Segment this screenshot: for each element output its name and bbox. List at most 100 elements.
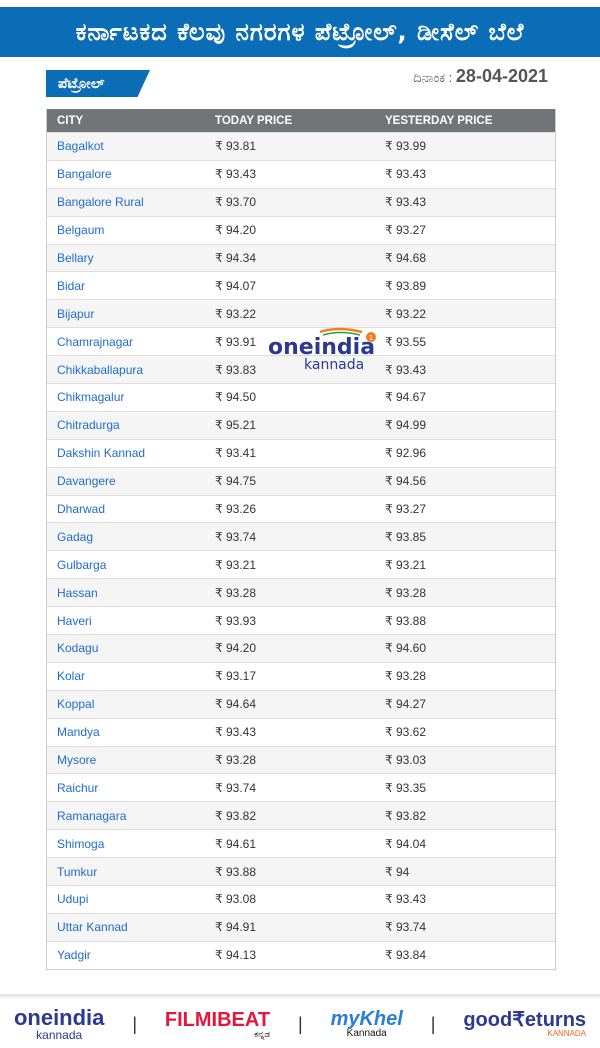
city-link[interactable]: Belgaum [57, 223, 105, 238]
city-link[interactable]: Dharwad [57, 502, 106, 517]
city-link[interactable]: Bangalore [57, 167, 112, 182]
today-price: ₹ 94.50 [215, 390, 256, 405]
date-label: ದಿನಾಂಕ : [413, 70, 453, 85]
city-link[interactable]: Chikkaballapura [57, 362, 144, 377]
yesterday-price: ₹ 93.03 [385, 753, 426, 768]
date-display: ದಿನಾಂಕ : 28-04-2021 [413, 66, 548, 87]
yesterday-price: ₹ 93.88 [385, 613, 426, 628]
table-row: Ramanagara ₹ 93.82 ₹ 93.82 [47, 801, 555, 830]
city-link[interactable]: Chikmagalur [57, 390, 125, 405]
yesterday-price: ₹ 94.60 [385, 641, 426, 656]
table-row: Bangalore ₹ 93.43 ₹ 93.43 [47, 159, 555, 188]
city-link[interactable]: Kolar [57, 669, 86, 684]
table-row: Gulbarga ₹ 93.21 ₹ 93.21 [47, 550, 555, 578]
goodreturns-logo[interactable]: good₹eturns KANNADA [463, 1009, 587, 1038]
yesterday-price: ₹ 93.22 [385, 306, 426, 321]
table-row: Mysore ₹ 93.28 ₹ 93.03 [47, 745, 555, 774]
city-link[interactable]: Bagalkot [57, 139, 104, 154]
city-link[interactable]: Dakshin Kannad [57, 446, 146, 461]
page-title-banner: ಕರ್ನಾಟಕದ ಕೆಲವು ನಗರಗಳ ಪೆಟ್ರೋಲ್, ಡೀಸೆಲ್ ಬೆ… [0, 7, 600, 57]
city-link[interactable]: Udupi [57, 892, 89, 907]
city-link[interactable]: Bidar [57, 278, 86, 293]
filmibeat-logo[interactable]: FILMIBEAT ಕನ್ನಡ [164, 1008, 271, 1039]
city-link[interactable]: Bangalore Rural [57, 195, 144, 210]
today-price: ₹ 93.41 [215, 446, 256, 461]
footer-divider [0, 994, 600, 998]
table-row: Hassan ₹ 93.28 ₹ 93.28 [47, 578, 555, 607]
yesterday-price: ₹ 93.99 [385, 139, 426, 154]
today-price: ₹ 93.43 [215, 725, 256, 740]
yesterday-price: ₹ 93.85 [385, 529, 426, 544]
table-row: Kodagu ₹ 94.20 ₹ 94.60 [47, 634, 555, 662]
city-link[interactable]: Raichur [57, 780, 99, 795]
yesterday-price: ₹ 93.43 [385, 167, 426, 182]
yesterday-price: ₹ 94 [385, 864, 410, 879]
city-link[interactable]: Bijapur [57, 306, 95, 321]
today-price: ₹ 94.61 [215, 836, 256, 851]
city-link[interactable]: Davangere [57, 474, 116, 489]
today-price: ₹ 94.91 [215, 920, 256, 935]
city-link[interactable]: Mysore [57, 753, 97, 768]
table-header: CITY TODAY PRICE YESTERDAY PRICE [47, 109, 555, 132]
table-row: Chitradurga ₹ 95.21 ₹ 94.99 [47, 410, 555, 439]
city-link[interactable]: Chamrajnagar [57, 334, 134, 349]
city-link[interactable]: Tumkur [57, 864, 98, 879]
today-price: ₹ 93.28 [215, 585, 256, 600]
table-row: Uttar Kannad ₹ 94.91 ₹ 93.74 [47, 912, 555, 941]
city-link[interactable]: Hassan [57, 585, 98, 600]
yesterday-price: ₹ 93.28 [385, 585, 426, 600]
separator: | [132, 1013, 137, 1034]
today-price: ₹ 94.20 [215, 223, 256, 238]
table-row: Haveri ₹ 93.93 ₹ 93.88 [47, 606, 555, 634]
price-table: CITY TODAY PRICE YESTERDAY PRICE Bagalko… [46, 109, 556, 970]
yesterday-price: ₹ 94.27 [385, 697, 426, 712]
yesterday-price: ₹ 93.21 [385, 557, 426, 572]
table-row: Dharwad ₹ 93.26 ₹ 93.27 [47, 494, 555, 523]
city-link[interactable]: Mandya [57, 725, 100, 740]
city-link[interactable]: Koppal [57, 697, 95, 712]
today-price: ₹ 93.83 [215, 362, 256, 377]
city-link[interactable]: Gulbarga [57, 557, 107, 572]
yesterday-price: ₹ 93.43 [385, 195, 426, 210]
table-row: Koppal ₹ 94.64 ₹ 94.27 [47, 689, 555, 718]
oneindia-kannada-logo[interactable]: oneindia kannada [13, 1005, 105, 1042]
yesterday-price: ₹ 93.27 [385, 502, 426, 517]
table-row: Chikmagalur ₹ 94.50 ₹ 94.67 [47, 383, 555, 411]
table-row: Bagalkot ₹ 93.81 ₹ 93.99 [47, 132, 555, 160]
date-value: 28-04-2021 [455, 66, 548, 86]
table-row: Chikkaballapura ₹ 93.83 ₹ 93.43 [47, 355, 555, 384]
table-row: Belgaum ₹ 94.20 ₹ 93.27 [47, 215, 555, 244]
city-link[interactable]: Yadgir [57, 948, 91, 963]
fuel-type-tag: ಪೆಟ್ರೋಲ್ [46, 70, 150, 97]
today-price: ₹ 93.26 [215, 502, 256, 517]
today-price: ₹ 93.22 [215, 306, 256, 321]
yesterday-price: ₹ 93.74 [385, 920, 426, 935]
mykhel-logo[interactable]: myKhel Kannada [330, 1008, 403, 1039]
yesterday-price: ₹ 94.56 [385, 474, 426, 489]
city-link[interactable]: Uttar Kannad [57, 920, 128, 935]
column-header-city: CITY [57, 114, 84, 127]
city-link[interactable]: Kodagu [57, 641, 99, 656]
today-price: ₹ 93.21 [215, 557, 256, 572]
city-link[interactable]: Shimoga [57, 836, 105, 851]
city-link[interactable]: Ramanagara [57, 808, 127, 823]
today-price: ₹ 93.91 [215, 334, 256, 349]
city-link[interactable]: Gadag [57, 529, 94, 544]
table-row: Raichur ₹ 93.74 ₹ 93.35 [47, 773, 555, 801]
table-row: Mandya ₹ 93.43 ₹ 93.62 [47, 717, 555, 746]
yesterday-price: ₹ 93.82 [385, 808, 426, 823]
today-price: ₹ 93.17 [215, 669, 256, 684]
table-row: Udupi ₹ 93.08 ₹ 93.43 [47, 885, 555, 913]
table-row: Bellary ₹ 94.34 ₹ 94.68 [47, 243, 555, 272]
city-link[interactable]: Chitradurga [57, 418, 120, 433]
table-row: Bidar ₹ 94.07 ₹ 93.89 [47, 271, 555, 299]
yesterday-price: ₹ 94.68 [385, 251, 426, 265]
today-price: ₹ 93.82 [215, 808, 256, 823]
yesterday-price: ₹ 92.96 [385, 446, 426, 461]
table-row: Davangere ₹ 94.75 ₹ 94.56 [47, 466, 555, 495]
city-link[interactable]: Bellary [57, 251, 94, 265]
table-row: Yadgir ₹ 94.13 ₹ 93.84 [47, 940, 555, 969]
today-price: ₹ 93.81 [215, 139, 256, 154]
city-link[interactable]: Haveri [57, 613, 92, 628]
separator: | [430, 1013, 436, 1034]
